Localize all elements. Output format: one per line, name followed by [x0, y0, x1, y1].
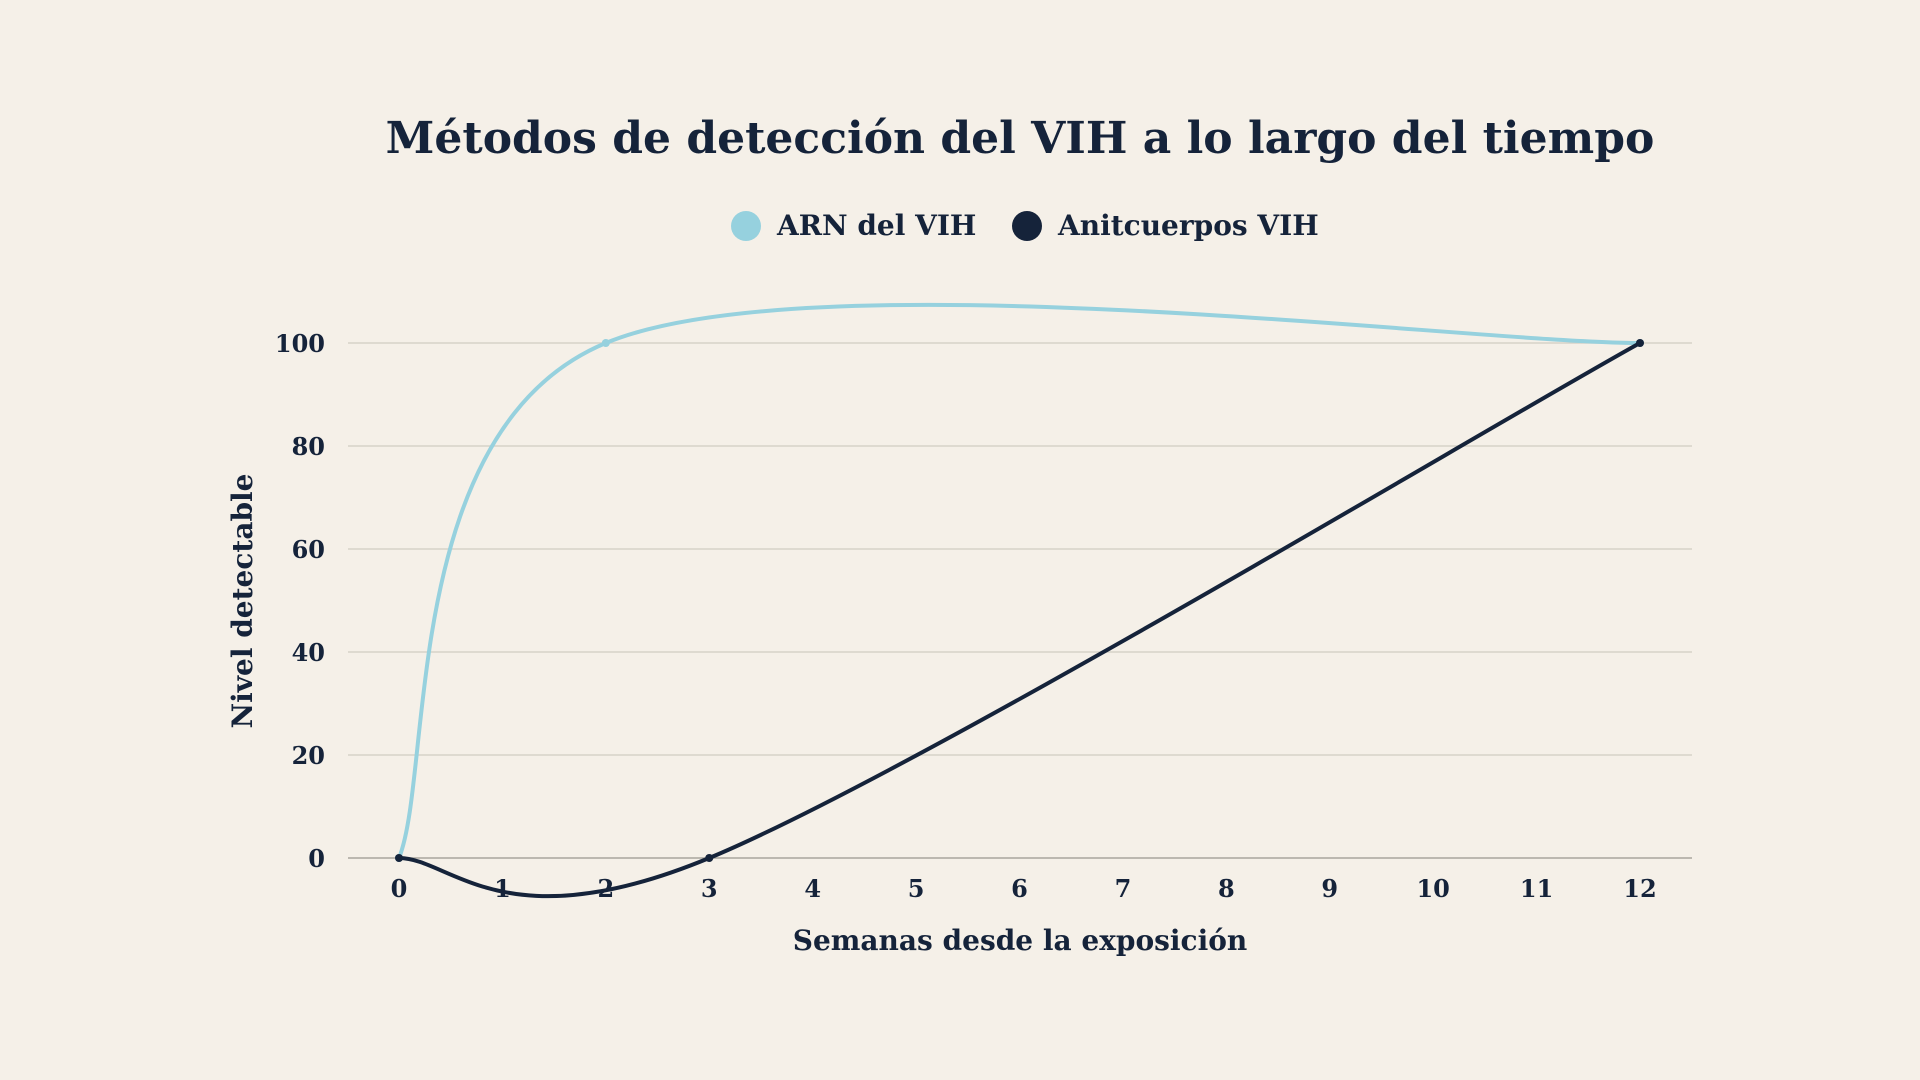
x-tick-label: 4	[804, 874, 821, 903]
x-tick-label: 10	[1416, 874, 1449, 903]
legend-label-anticuerpos: Anitcuerpos VIH	[1057, 209, 1319, 242]
y-tick-label: 80	[292, 432, 325, 461]
y-tick-label: 60	[292, 535, 325, 564]
y-tick-label: 100	[275, 329, 325, 358]
x-tick-label: 3	[701, 874, 718, 903]
x-tick-label: 0	[391, 874, 408, 903]
legend: ARN del VIH Anitcuerpos VIH	[731, 209, 1319, 242]
series-line-1	[397, 341, 1642, 899]
legend-marker-arn	[731, 211, 761, 241]
x-tick-label: 7	[1115, 874, 1132, 903]
data-point-s0-1	[601, 339, 610, 347]
y-axis-ticks: 0 20 40 60 80 100	[275, 329, 325, 873]
legend-label-arn: ARN del VIH	[776, 209, 976, 242]
x-tick-label: 1	[494, 874, 511, 903]
x-tick-label: 9	[1321, 874, 1338, 903]
x-tick-label: 5	[908, 874, 925, 903]
chart-title: Métodos de detección del VIH a lo largo …	[386, 113, 1655, 164]
x-tick-label: 12	[1623, 874, 1656, 903]
legend-marker-anticuerpos	[1012, 211, 1042, 241]
data-point-s1-2	[1636, 339, 1644, 347]
series-line-0	[397, 302, 1642, 860]
x-tick-label: 8	[1218, 874, 1235, 903]
x-tick-label: 6	[1011, 874, 1028, 903]
series-lines	[395, 302, 1644, 899]
x-tick-label: 11	[1520, 874, 1553, 903]
x-axis-label: Semanas desde la exposición	[793, 924, 1248, 957]
data-point-s1-1	[705, 854, 714, 862]
gridlines	[348, 342, 1692, 859]
y-tick-label: 0	[308, 844, 325, 873]
y-tick-label: 40	[292, 638, 325, 667]
data-point-s1-0	[395, 854, 403, 862]
y-tick-label: 20	[292, 741, 325, 770]
y-axis-label: Nivel detectable	[226, 474, 259, 729]
x-axis-ticks: 0 1 2 3 4 5 6 7 8 9 10 11 12	[391, 874, 1657, 903]
